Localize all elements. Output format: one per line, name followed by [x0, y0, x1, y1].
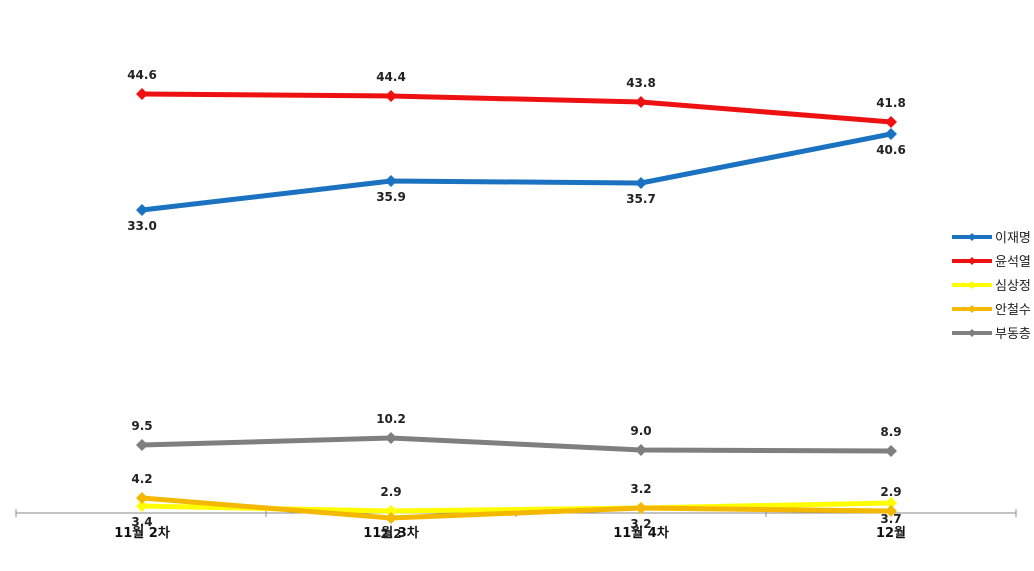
series-line-안철수	[139, 495, 894, 521]
data-point-marker	[136, 88, 148, 100]
legend-swatch-marker	[968, 329, 976, 337]
legend-swatch-marker	[968, 257, 976, 265]
legend-label: 심상정	[995, 279, 1031, 294]
data-point-marker	[635, 502, 647, 514]
data-point-marker	[885, 445, 897, 457]
legend-swatch-marker	[968, 281, 976, 289]
data-label: 9.0	[630, 424, 651, 438]
data-point-marker	[885, 128, 897, 140]
legend-label: 이재명	[995, 231, 1031, 246]
x-tick-label: 11월 2차	[114, 525, 170, 541]
legend-label: 윤석열	[995, 255, 1031, 270]
data-label: 43.8	[626, 76, 656, 90]
series-line-윤석열	[139, 91, 894, 125]
data-point-marker	[885, 497, 897, 509]
data-label: 3.7	[880, 512, 901, 526]
data-label: 9.5	[131, 419, 152, 433]
data-label: 2.9	[380, 485, 401, 499]
data-point-marker	[385, 512, 397, 524]
series-lines	[136, 88, 897, 524]
data-label: 3.2	[630, 517, 651, 531]
data-point-marker	[136, 439, 148, 451]
data-point-marker	[385, 505, 397, 517]
data-label: 35.7	[626, 192, 656, 206]
data-label: 44.4	[376, 70, 406, 84]
data-label: 40.6	[876, 143, 906, 157]
data-point-marker	[136, 204, 148, 216]
data-point-marker	[635, 177, 647, 189]
x-tick-label: 11월 3차	[363, 525, 419, 541]
data-point-marker	[885, 116, 897, 128]
data-point-marker	[385, 175, 397, 187]
data-label: 3.2	[630, 482, 651, 496]
x-tick-label: 12월	[876, 525, 906, 541]
x-tick-label: 11월 4차	[613, 525, 669, 541]
series-line-부동층	[139, 435, 894, 454]
data-label: 2.9	[880, 485, 901, 499]
data-point-marker	[136, 500, 148, 512]
data-point-marker	[385, 90, 397, 102]
data-label: 2.2	[380, 527, 401, 541]
data-label: 41.8	[876, 96, 906, 110]
data-point-marker	[885, 505, 897, 517]
data-label: 33.0	[127, 219, 157, 233]
series-line-이재명	[139, 131, 894, 213]
data-label: 10.2	[376, 412, 406, 426]
legend-label: 부동층	[995, 327, 1031, 342]
data-point-marker	[385, 432, 397, 444]
data-point-marker	[136, 492, 148, 504]
data-label: 3.4	[131, 515, 152, 529]
data-point-marker	[635, 444, 647, 456]
legend-swatch-marker	[968, 305, 976, 313]
legend-label: 안철수	[995, 303, 1031, 318]
data-label: 8.9	[880, 425, 901, 439]
data-label: 44.6	[127, 68, 157, 82]
data-labels: 33.0 35.9 35.7 40.6 44.6 44.4 43.8 41.8 3.4 2.9 3.…	[127, 68, 906, 541]
data-label: 35.9	[376, 190, 406, 204]
data-point-marker	[635, 96, 647, 108]
legend-swatch-marker	[968, 233, 976, 241]
data-label: 4.2	[131, 472, 152, 486]
